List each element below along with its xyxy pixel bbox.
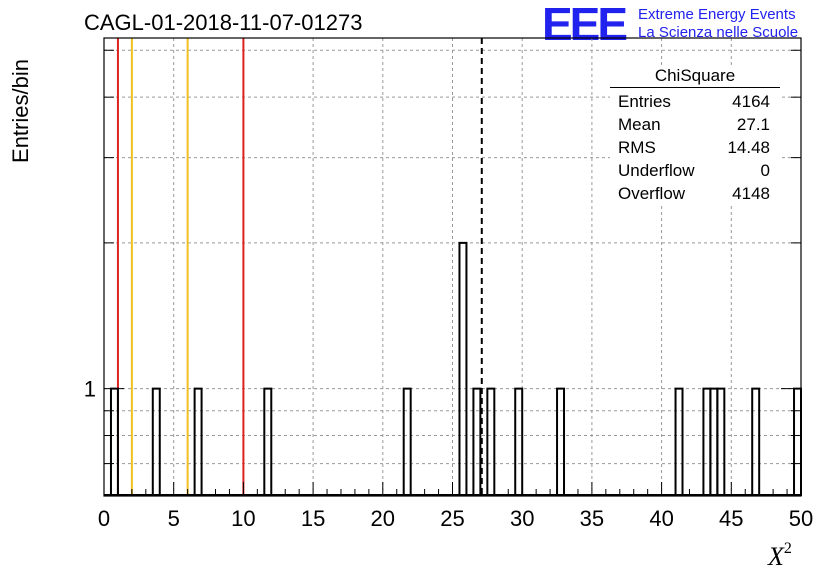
- histogram-bar: [793, 387, 802, 496]
- histogram-bar: [486, 387, 496, 496]
- histogram-bar: [472, 387, 482, 496]
- eee-logo-mark: EEE: [542, 0, 628, 50]
- histogram-bar: [674, 387, 684, 496]
- histogram-bar: [151, 387, 161, 496]
- stats-box: ChiSquare Entries 4164 Mean 27.1 RMS 14.48 Und…: [610, 66, 780, 205]
- histogram-bar: [751, 387, 761, 496]
- histogram-bar: [514, 387, 524, 496]
- stats-value: 4164: [732, 92, 770, 111]
- x-tick-label: 35: [580, 506, 604, 531]
- stats-value: 27.1: [736, 115, 770, 134]
- stats-label: RMS: [618, 138, 656, 157]
- x-axis-label-sup: 2: [783, 540, 792, 557]
- stats-row-rms: RMS 14.48: [610, 136, 780, 159]
- x-tick-label: 45: [719, 506, 743, 531]
- stats-label: Mean: [618, 115, 661, 134]
- stats-value: 14.48: [727, 138, 770, 157]
- logo-text-line1: Extreme Energy Events: [638, 6, 796, 23]
- x-axis-label-text: X: [768, 542, 784, 571]
- histogram-bar: [709, 387, 719, 496]
- x-tick-label: 5: [168, 506, 180, 531]
- stats-rows: Entries 4164 Mean 27.1 RMS 14.48 Underflow 0 Ove…: [610, 90, 780, 205]
- x-tick-label: 25: [440, 506, 464, 531]
- stats-label: Overflow: [618, 184, 686, 203]
- stats-value: 0: [760, 161, 770, 180]
- stats-row-underflow: Underflow 0: [610, 159, 780, 182]
- x-axis-label: X2: [768, 540, 792, 572]
- stats-row-mean: Mean 27.1: [610, 113, 780, 136]
- histogram-bar: [263, 387, 273, 496]
- x-tick-label: 10: [231, 506, 255, 531]
- x-tick-label: 30: [510, 506, 534, 531]
- histogram-bar: [402, 387, 412, 496]
- histogram-bar: [193, 387, 203, 496]
- histogram-bar: [458, 241, 468, 496]
- logo-text-line2: La Scienza nelle Scuole: [638, 24, 799, 41]
- x-tick-label: 50: [789, 506, 813, 531]
- y-tick-label: 1: [84, 377, 96, 402]
- histogram-bar: [716, 387, 726, 496]
- histogram-bar: [556, 387, 566, 496]
- x-tick-label: 40: [649, 506, 673, 531]
- x-tick-label: 20: [371, 506, 395, 531]
- stats-title: ChiSquare: [610, 66, 780, 88]
- x-tick-label: 15: [301, 506, 325, 531]
- stats-label: Entries: [618, 92, 671, 111]
- stats-row-overflow: Overflow 4148: [610, 182, 780, 205]
- histogram-bar: [702, 387, 712, 496]
- x-tick-label: 0: [98, 506, 110, 531]
- histogram-bar: [109, 387, 119, 496]
- chart-title: CAGL-01-2018-11-07-01273: [84, 10, 363, 35]
- stats-row-entries: Entries 4164: [610, 90, 780, 113]
- stats-label: Underflow: [618, 161, 695, 180]
- stats-value: 4148: [732, 184, 770, 203]
